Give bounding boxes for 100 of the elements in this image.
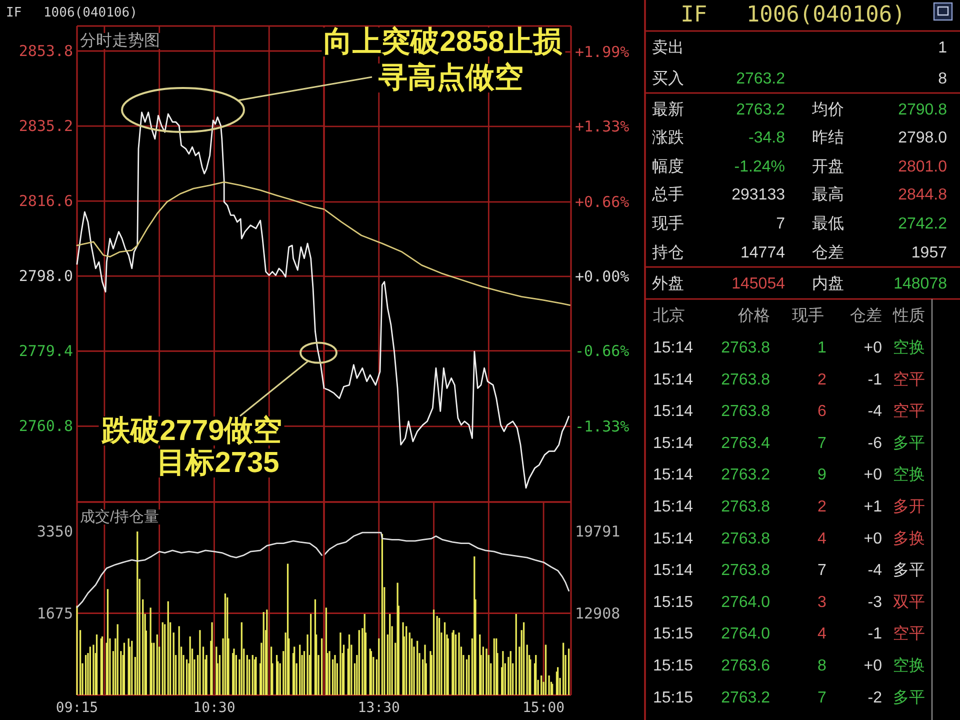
- text: 2763.2: [736, 102, 786, 118]
- text: 15:15: [653, 658, 694, 674]
- text: 现手: [792, 306, 824, 324]
- text: 2763.8: [721, 498, 770, 516]
- text: -3: [868, 594, 882, 611]
- text: 2763.8: [721, 403, 770, 420]
- y2-tick-label: +0.66%: [575, 192, 630, 211]
- text: 买入: [652, 70, 684, 88]
- text: 15:14: [653, 403, 694, 420]
- text: +0: [864, 658, 882, 674]
- text: 6: [818, 403, 827, 420]
- text: 空换: [893, 466, 925, 484]
- text: -34.8: [748, 130, 786, 146]
- text: -1: [868, 626, 882, 643]
- x-tick-label: 15:00: [522, 700, 565, 716]
- text: 14774: [740, 244, 786, 262]
- text: 293133: [732, 186, 786, 204]
- text: 2763.8: [721, 340, 770, 356]
- text: 多平: [893, 688, 925, 706]
- text: 15:15: [653, 689, 694, 706]
- y-tick-label: 2779.4: [18, 342, 73, 360]
- text: 15:14: [653, 434, 694, 452]
- text: 148078: [894, 276, 948, 292]
- y2-tick-label: +0.00%: [575, 267, 630, 286]
- text: IF 1006(040106): [680, 2, 906, 28]
- y-tick-label: 2798.0: [18, 267, 73, 286]
- text: 内盘: [812, 274, 844, 292]
- text: 7: [776, 216, 786, 232]
- text: 2764.0: [721, 626, 770, 643]
- text: 昨结: [812, 128, 844, 146]
- text: 3: [818, 594, 827, 611]
- annotation: 向上突破2858止损: [324, 25, 564, 58]
- text: +0: [864, 340, 882, 356]
- text: 15:14: [653, 498, 694, 516]
- text: 7: [818, 434, 827, 452]
- text: 外盘: [652, 276, 684, 292]
- chart-subtitle: 分时走势图: [80, 32, 160, 50]
- text: -1.24%: [734, 158, 785, 176]
- text: +1: [864, 498, 882, 516]
- text: 4: [818, 626, 827, 643]
- text: 2790.8: [898, 102, 948, 118]
- text: 15:14: [653, 371, 694, 388]
- text: 2844.8: [898, 186, 948, 204]
- text: 2801.0: [898, 158, 948, 176]
- text: 最高: [812, 186, 844, 204]
- text: -1: [868, 371, 882, 388]
- text: 开盘: [812, 158, 844, 176]
- y-tick-label: 2835.2: [18, 117, 73, 136]
- y-tick-label: 2760.8: [18, 417, 73, 436]
- text: 2763.8: [721, 371, 770, 388]
- text: 双平: [893, 594, 925, 611]
- text: 2798.0: [898, 130, 948, 146]
- text: 2764.0: [721, 594, 770, 611]
- text: 2763.2: [721, 689, 770, 706]
- text: 空平: [893, 370, 925, 388]
- x-tick-label: 09:15: [56, 700, 98, 716]
- text: 2763.4: [721, 434, 770, 452]
- text: -6: [868, 434, 882, 452]
- text: 15:14: [653, 562, 694, 580]
- annotation: 跌破2779做空: [100, 414, 282, 447]
- y-tick-label: 2816.6: [18, 192, 73, 210]
- text: +0: [864, 466, 882, 484]
- text: 持仓: [652, 244, 684, 262]
- y-tick-label: 3350: [36, 522, 73, 540]
- text: 涨跌: [652, 128, 684, 146]
- text: 7: [818, 689, 827, 706]
- text: 7: [818, 562, 827, 580]
- text: 均价: [811, 102, 844, 118]
- text: 仓差: [812, 244, 844, 262]
- text: 性质: [892, 306, 925, 324]
- text: 1: [818, 340, 827, 356]
- text: +0: [864, 530, 882, 548]
- text: 2: [818, 371, 827, 388]
- text: 8: [938, 70, 948, 88]
- y-tick-label: 2853.8: [18, 42, 73, 60]
- text: 多开: [893, 498, 925, 516]
- text: 空平: [893, 402, 925, 420]
- y2-tick-label: 12908: [575, 604, 620, 622]
- text: 现手: [652, 214, 684, 232]
- text: -4: [868, 403, 882, 420]
- text: 仓差: [850, 306, 882, 324]
- annotation: 寻高点做空: [378, 61, 524, 94]
- y2-tick-label: -0.66%: [575, 342, 630, 360]
- text: 2763.8: [721, 562, 770, 580]
- text: 最低: [812, 216, 844, 232]
- text: 1: [938, 40, 948, 56]
- chart-title: IF 1006(040106): [6, 6, 138, 20]
- y2-tick-label: 19791: [575, 522, 620, 540]
- text: 145054: [732, 276, 786, 292]
- y2-tick-label: +1.99%: [575, 42, 630, 61]
- text: 2763.2: [721, 466, 770, 484]
- text: 1957: [911, 244, 948, 262]
- text: 15:15: [653, 626, 694, 643]
- text: 幅度: [652, 158, 684, 176]
- y-tick-label: 1675: [36, 604, 73, 622]
- text: 价格: [737, 308, 770, 324]
- text: 4: [818, 530, 827, 548]
- text: 2763.2: [736, 70, 786, 88]
- text: -4: [868, 562, 882, 580]
- text: 北京: [653, 306, 685, 324]
